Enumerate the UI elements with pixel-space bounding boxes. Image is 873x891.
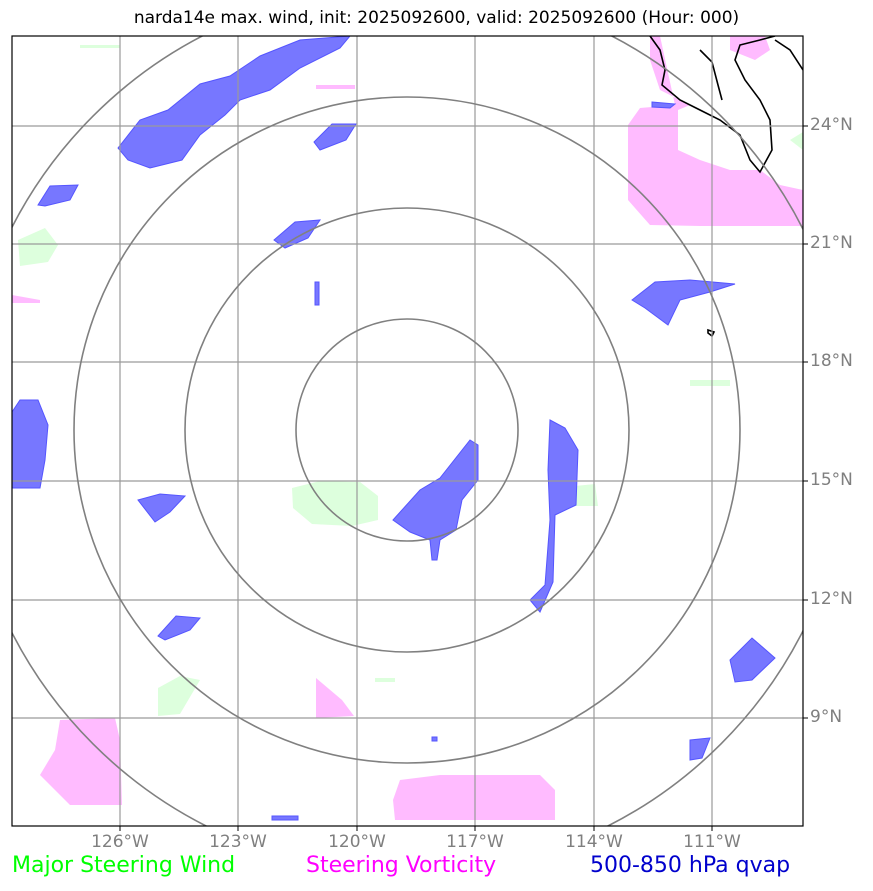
lat-label-18n: 18°N — [810, 351, 853, 371]
lat-label-24n: 24°N — [810, 115, 853, 135]
map-frame — [11, 35, 804, 827]
map-title: narda14e max. wind, init: 2025092600, va… — [133, 8, 740, 28]
lat-label-15n: 15°N — [810, 470, 853, 490]
graticule — [12, 36, 803, 826]
lon-label-117w: 117°W — [446, 832, 504, 852]
lon-label-120w: 120°W — [328, 832, 386, 852]
legend-steering-wind: Major Steering Wind — [12, 853, 236, 878]
legend-steering-vorticity: Steering Vorticity — [306, 853, 497, 878]
lon-label-123w: 123°W — [209, 832, 267, 852]
legend-qvap: 500-850 hPa qvap — [590, 853, 791, 878]
qvap-areas — [12, 36, 776, 821]
lon-label-126w: 126°W — [91, 832, 149, 852]
lat-label-21n: 21°N — [810, 233, 853, 253]
lon-label-111w: 111°W — [683, 832, 741, 852]
lon-label-114w: 114°W — [565, 832, 623, 852]
lat-label-9n: 9°N — [810, 707, 843, 727]
lat-label-12n: 12°N — [810, 589, 853, 609]
steering-vorticity-areas — [12, 36, 803, 820]
range-rings — [12, 36, 803, 826]
